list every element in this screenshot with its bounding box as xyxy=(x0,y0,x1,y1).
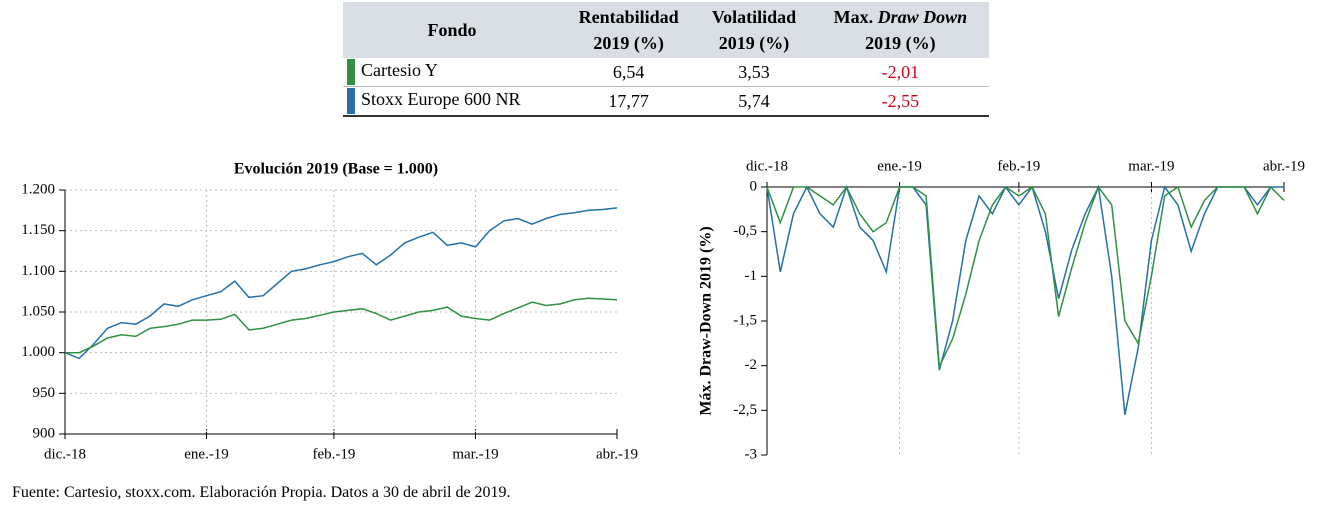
x-tick-label: dic.-18 xyxy=(44,446,86,462)
header-row: Fondo Rentabilidad 2019 (%) Volatilidad 20… xyxy=(343,2,989,58)
y-axis-label: Máx. Draw-Down 2019 (%) xyxy=(698,226,715,415)
table-cell: 17,77 xyxy=(561,86,697,117)
x-tick-label: mar.-19 xyxy=(1128,158,1174,174)
table-cell: -2,01 xyxy=(811,58,989,87)
table-cell: Stoxx Europe 600 NR xyxy=(343,86,561,117)
header-text: Fondo xyxy=(427,20,477,40)
y-tick-label: 950 xyxy=(33,385,56,401)
y-tick-label: 0 xyxy=(750,178,758,194)
header-text: 2019 (%) xyxy=(718,33,790,53)
table-body: Cartesio Y 6,54 3,53 -2,01 Stoxx Europe 600 … xyxy=(343,58,989,117)
header-cell: Max. Draw Down 2019 (%) xyxy=(811,2,989,58)
y-tick-label: 1.100 xyxy=(21,263,55,279)
y-tick-label: -3 xyxy=(745,446,758,462)
y-tick-label: 1.150 xyxy=(21,222,55,238)
y-tick-label: 1.000 xyxy=(21,344,55,360)
y-tick-label: -2 xyxy=(745,357,758,373)
series-line xyxy=(766,185,1285,370)
x-tick-label: abr.-19 xyxy=(1263,158,1305,174)
y-tick-label: -0,5 xyxy=(733,223,757,239)
color-swatch xyxy=(347,88,355,114)
y-tick-label: 1.200 xyxy=(21,181,55,197)
header-cell: Rentabilidad 2019 (%) xyxy=(561,2,697,58)
y-tick-label: -2,5 xyxy=(733,402,757,418)
header-text: 2019 (%) xyxy=(593,33,664,53)
y-tick-label: 1.050 xyxy=(21,303,55,319)
header-cell: Volatilidad 2019 (%) xyxy=(696,2,812,58)
color-swatch xyxy=(347,59,355,85)
table-cell: 3,53 xyxy=(696,58,812,87)
series-line xyxy=(65,297,618,354)
summary-table: Fondo Rentabilidad 2019 (%) Volatilidad 20… xyxy=(343,2,989,117)
header-text: Max. xyxy=(833,7,874,27)
x-tick-label: ene.-19 xyxy=(877,158,922,174)
table-cell: 6,54 xyxy=(561,58,697,87)
table-cell: 5,74 xyxy=(696,86,812,117)
table-row: Cartesio Y 6,54 3,53 -2,01 xyxy=(343,58,989,87)
header-text: Draw Down xyxy=(877,7,968,27)
cell-text: Cartesio Y xyxy=(361,60,438,81)
header-text: Volatilidad xyxy=(711,7,797,27)
x-tick-label: dic.-18 xyxy=(746,158,788,174)
table-cell: -2,55 xyxy=(811,86,989,117)
cell-text: Stoxx Europe 600 NR xyxy=(361,89,521,110)
cell-text: 3,53 xyxy=(738,61,770,82)
y-tick-label: -1,5 xyxy=(733,312,757,328)
cell-text: -2,01 xyxy=(881,61,920,82)
x-tick-label: abr.-19 xyxy=(596,446,638,462)
header-text: Rentabilidad xyxy=(578,7,679,27)
x-tick-label: feb.-19 xyxy=(312,446,355,462)
x-tick-label: ene.-19 xyxy=(184,446,229,462)
x-tick-label: mar.-19 xyxy=(452,446,498,462)
table-row: Stoxx Europe 600 NR 17,77 5,74 -2,55 xyxy=(343,86,989,117)
cell-text: -2,55 xyxy=(881,90,920,111)
x-tick-label: feb.-19 xyxy=(997,158,1040,174)
series-line xyxy=(64,207,618,360)
header-cell: Fondo xyxy=(343,2,561,58)
chart-title: Evolución 2019 (Base = 1.000) xyxy=(234,161,438,178)
y-tick-label: 900 xyxy=(33,425,56,441)
header-text: 2019 (%) xyxy=(865,33,936,53)
series-line xyxy=(766,184,1284,415)
table-cell: Cartesio Y xyxy=(343,58,561,87)
y-tick-label: -1 xyxy=(745,268,758,284)
footnote: Fuente: Cartesio, stoxx.com. Elaboración… xyxy=(12,484,511,501)
cell-text: 17,77 xyxy=(608,90,649,111)
cell-text: 5,74 xyxy=(738,90,770,111)
cell-text: 6,54 xyxy=(612,61,645,82)
